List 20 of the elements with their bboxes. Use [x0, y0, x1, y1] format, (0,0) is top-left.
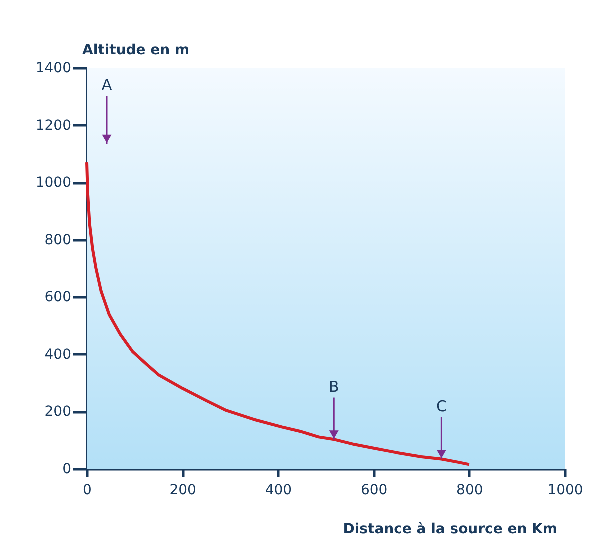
y-axis-title: Altitude en m — [82, 42, 190, 58]
y-tick-label: 400 — [44, 346, 72, 363]
y-tick-label: 0 — [62, 462, 72, 478]
annotation: B — [328, 378, 340, 396]
annotation: C — [436, 397, 447, 416]
y-tick-label: 200 — [44, 404, 72, 420]
line-series — [86, 161, 471, 466]
y-tick-label: 600 — [44, 290, 72, 306]
x-tick-label: 800 — [456, 482, 484, 498]
y-tick-label: 1200 — [36, 118, 72, 134]
x-tick-label: 200 — [170, 482, 196, 498]
x-tick-label: 1000 — [548, 482, 584, 498]
y-tick-label: 1400 — [36, 60, 72, 76]
x-tick-label: 0 — [83, 482, 92, 498]
x-axis-title: Distance à la source en Km — [343, 522, 558, 538]
annotation: A — [102, 76, 113, 94]
y-tick-label: 800 — [44, 232, 72, 248]
x-tick-label: 600 — [360, 482, 388, 498]
y-tick-label: 1000 — [36, 175, 72, 192]
x-tick-label: 400 — [265, 482, 292, 498]
